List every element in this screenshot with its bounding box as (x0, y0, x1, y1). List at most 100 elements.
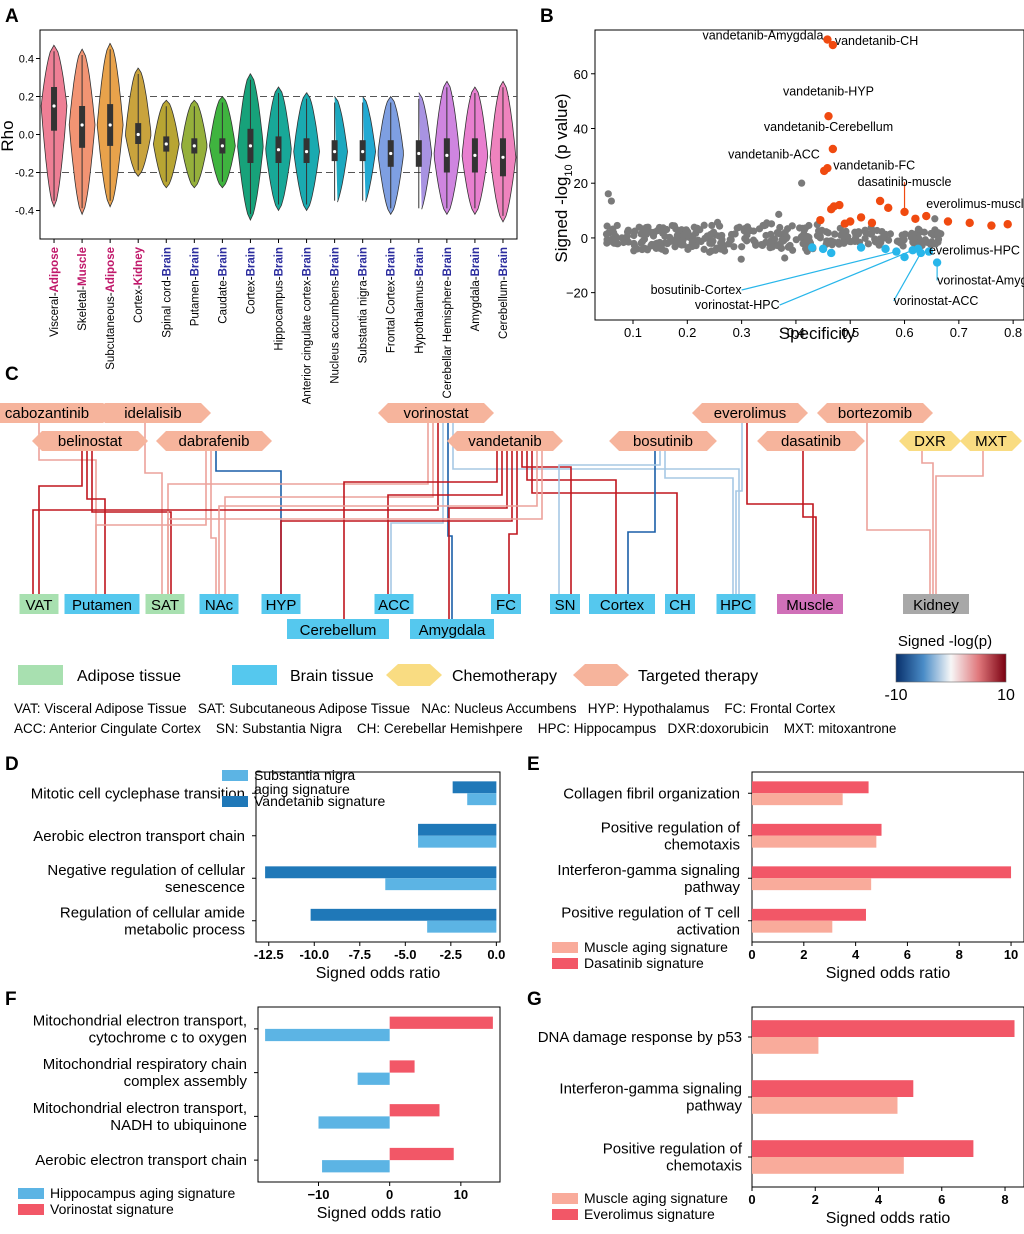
edge-dabrafenib-Putamen (95, 451, 207, 594)
panelD-bar-3-1 (427, 920, 497, 933)
panelG-legend-swatch (552, 1209, 578, 1220)
edge-vandetanib-Cortex (526, 451, 617, 594)
legend-targeted-label: Targeted therapy (638, 668, 758, 685)
background-point (762, 238, 770, 246)
background-point (867, 229, 876, 238)
panelE-bar-0-1 (752, 793, 843, 806)
panel-b-scatter-chart: Specificity Signed -log10 (p value) 0.1 0… (552, 29, 1024, 343)
panel-b-xtick-label: 0.5 (841, 325, 859, 340)
background-point (822, 228, 830, 236)
edge-vandetanib-Amygdala (448, 451, 508, 619)
panel-a-xtick-tissue: Adipose (49, 247, 61, 292)
panel-a-xtick-tissue: Muscle (77, 247, 89, 286)
panelE-legend-label: Muscle aging signature (584, 939, 728, 955)
background-point (605, 237, 613, 246)
background-point (886, 230, 895, 238)
violin-box (79, 106, 86, 148)
legend-brain-swatch (232, 665, 277, 685)
panel-b-point-label: vandetanib-ACC (728, 148, 820, 162)
tissue-label-NAc: NAc (205, 597, 234, 614)
panel-b-point-label: vandetanib-HYP (783, 85, 874, 99)
panelG-xtick-label: 2 (812, 1192, 819, 1207)
panelF-bar-1-1 (357, 1072, 390, 1085)
background-point (667, 237, 675, 245)
significant-positive-point (943, 217, 953, 226)
background-point (934, 238, 942, 246)
background-point (652, 244, 660, 252)
panelF-xtick-label: 10 (454, 1187, 468, 1202)
drug-node-bortezomib (817, 403, 933, 423)
panelE-xtick-label: 0 (748, 947, 755, 962)
panel-a-xtick-name: Skeletal- (77, 286, 89, 331)
panelF-category-label: Mitochondrial electron transport, (33, 1012, 247, 1029)
background-point (679, 237, 687, 246)
background-point (873, 226, 881, 235)
violin-median (361, 150, 365, 154)
panelE-category-label: Interferon-gamma signaling (557, 862, 740, 879)
panel-a-xtick-name: Cortex- (133, 285, 145, 323)
panelE-category-label: Positive regulation of T cell (561, 904, 740, 921)
edge-vandetanib-ACC (387, 451, 503, 594)
panelG-bar-2-1 (752, 1157, 904, 1174)
panelF-bar-0-1 (265, 1028, 390, 1042)
panel-b-xlabel: Specificity (779, 324, 856, 343)
panelD-bar-3-0 (310, 908, 497, 921)
drug-label-bosutinib: bosutinib (633, 433, 693, 450)
panel-a-xtick-name: Subcutaneous- (105, 292, 117, 370)
panel-a-ytick-label: 0.2 (19, 92, 34, 104)
panel-b-point-label: everolimus-HPC (929, 243, 1020, 257)
tissue-node-Amygdala (410, 619, 494, 639)
panel-b-ytick-label: 60 (574, 67, 588, 82)
panel-a-xtick-name: Frontal Cortex- (386, 276, 398, 353)
panel-a-xtick-tissue: Brain (330, 247, 342, 276)
tissue-node-FC (491, 594, 521, 614)
violin-median (80, 123, 84, 127)
significant-positive-point (987, 221, 996, 230)
tissue-node-Muscle (777, 594, 843, 614)
violin-11 (362, 96, 377, 203)
panel-label-b: B (540, 6, 554, 27)
legend-chemo-label: Chemotherapy (452, 668, 557, 685)
background-point (670, 222, 679, 230)
panel-b-ytick-label: 20 (574, 176, 588, 191)
panel-a-xtick-tissue: Brain (358, 247, 370, 276)
panelG-bar-0-0 (752, 1020, 1015, 1037)
background-point (640, 244, 649, 252)
panelD-xtick-label: -12.5 (254, 947, 284, 962)
background-point (638, 237, 647, 246)
significant-positive-point (824, 111, 833, 121)
panelG-xtick-label: 4 (875, 1192, 883, 1207)
panel-b-ytick-label: −20 (566, 286, 588, 301)
significant-positive-point (835, 200, 844, 210)
panel-a-xtick-name: Anterior cingulate cortex- (302, 276, 314, 404)
network-edges (32, 423, 984, 619)
panel-a-xtick-tissue: Brain (498, 247, 510, 276)
panel-g-bar-chart: 0 2 4 6 8 Signed odds ratio DNA damage respons… (538, 1006, 1024, 1227)
panelG-category-label: Interferon-gamma signaling (559, 1081, 742, 1098)
panel-a-violin-chart: Rho 0.40.20.0-0.2-0.4Visceral-AdiposeSke… (0, 29, 518, 404)
significant-negative-point (924, 247, 934, 256)
panel-a-xtick-label: Caudate-Brain (217, 247, 229, 324)
edge-vorinostat-NAc (224, 423, 434, 594)
significant-negative-point (913, 244, 923, 254)
drug-label-bortezomib: bortezomib (838, 405, 912, 422)
panel-a-xtick-tissue: Brain (245, 247, 257, 276)
tissue-node-Cortex (589, 594, 655, 614)
panelF-bar-3-1 (322, 1160, 390, 1173)
panelD-xtick-label: -10.0 (299, 947, 329, 962)
violin-13 (418, 92, 433, 210)
tissue-node-Kidney (903, 594, 969, 614)
panelF-frame (257, 1006, 501, 1183)
panelD-legend-label: Vandetanib signature (254, 793, 385, 809)
panel-label-a: A (5, 6, 19, 27)
panel-a-ytick-label: -0.4 (15, 206, 34, 218)
tissue-label-CH: CH (669, 597, 691, 614)
violin-median (389, 151, 393, 156)
panelD-legend-label: Substantia nigra (254, 767, 355, 783)
panelF-category-label: cytochrome c to oxygen (89, 1029, 247, 1046)
drug-label-MXT: MXT (975, 433, 1007, 450)
panelE-bar-1-1 (752, 835, 877, 848)
panel-b-xtick-label: 0.7 (950, 325, 968, 340)
tissue-label-Muscle: Muscle (786, 597, 834, 614)
